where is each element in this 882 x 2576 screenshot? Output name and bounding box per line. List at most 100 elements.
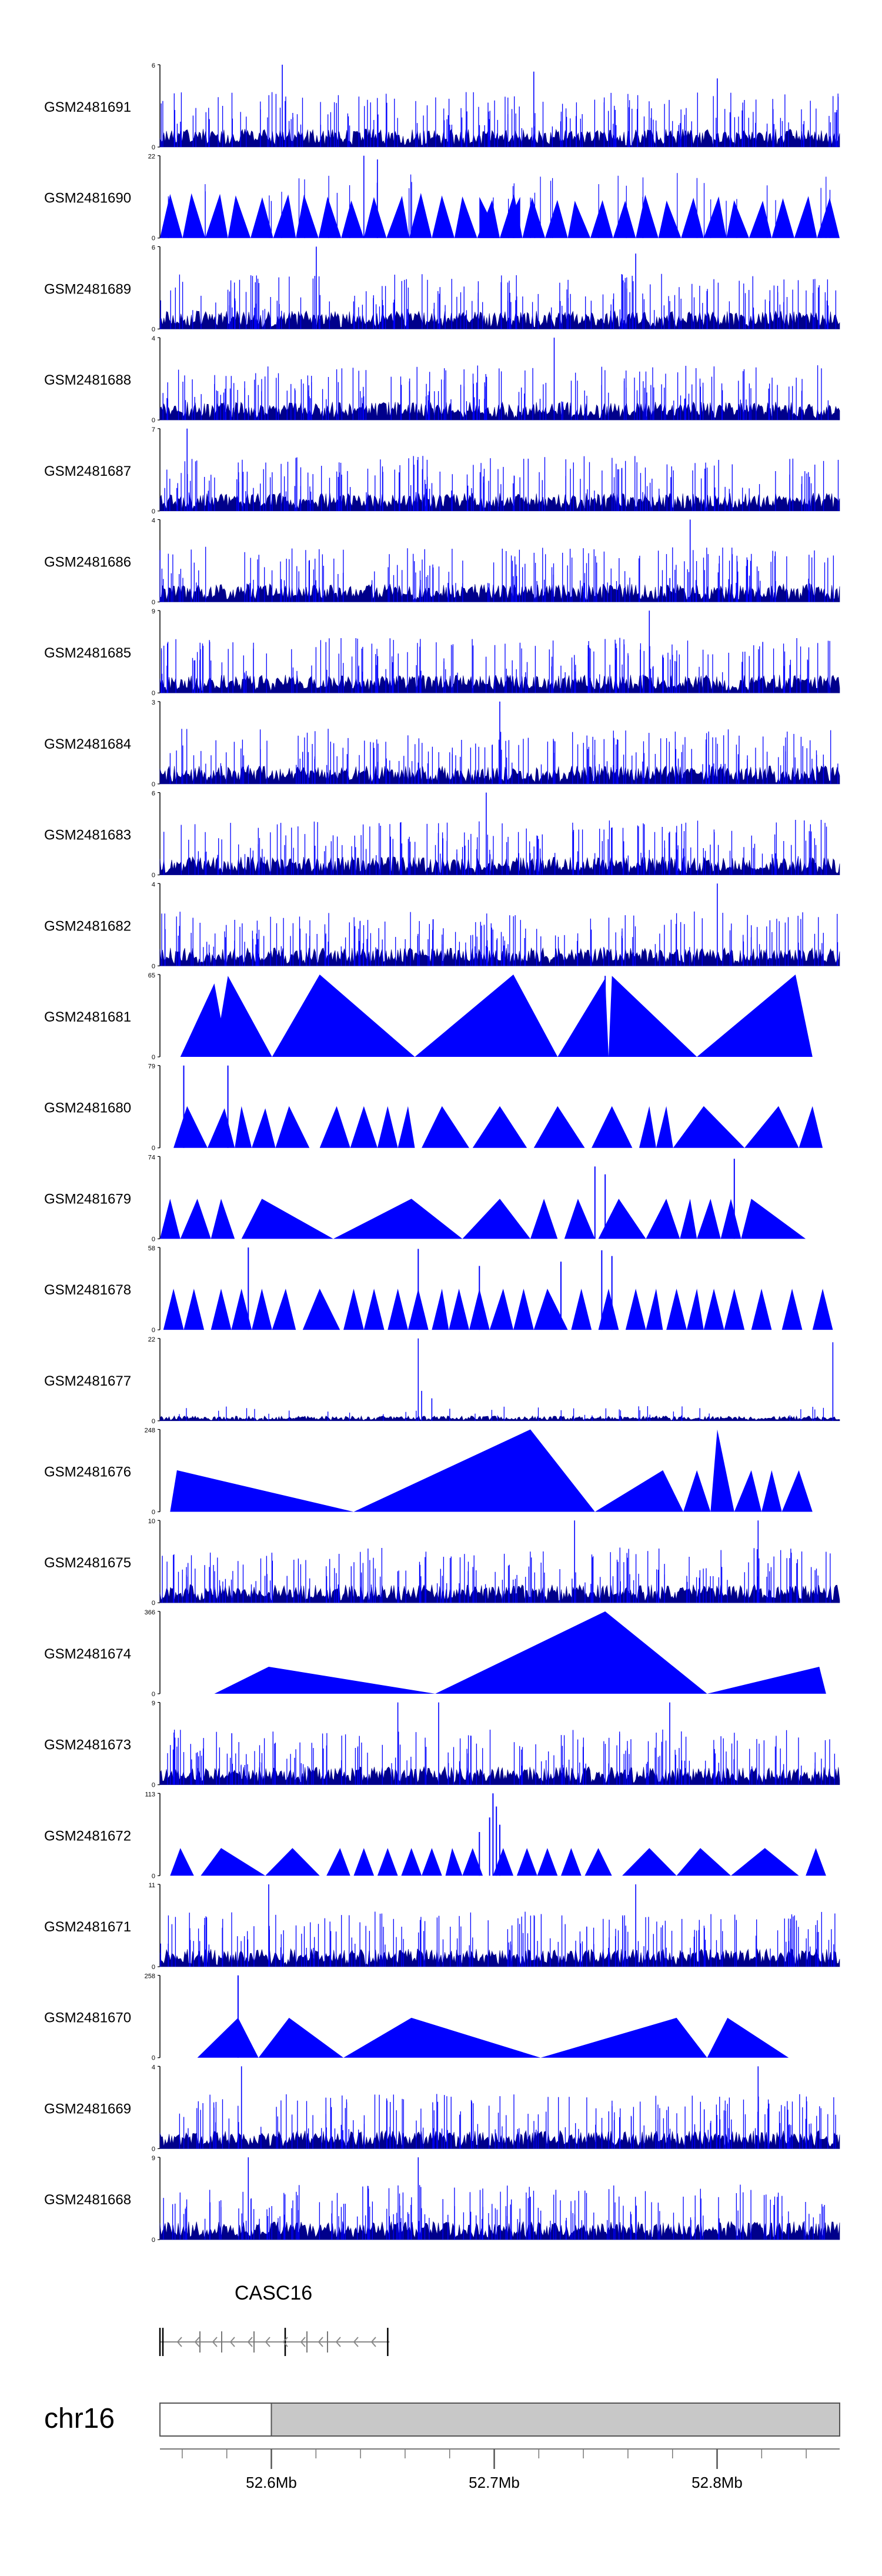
track-gsm2481672: GSM2481672 113 0 (44, 1791, 826, 1880)
track-gsm2481681-triangle-4 (557, 978, 609, 1057)
track-gsm2481690-signal-triangle (771, 198, 794, 238)
track-gsm2481679-triangle-9 (646, 1199, 680, 1239)
track-gsm2481680-triangle-5 (319, 1106, 350, 1148)
track-gsm2481676-label: GSM2481676 (44, 1464, 131, 1480)
track-gsm2481679-triangle-7 (564, 1199, 595, 1239)
track-gsm2481673-label: GSM2481673 (44, 1737, 131, 1753)
track-gsm2481674-label: GSM2481674 (44, 1646, 131, 1662)
track-gsm2481670-label: GSM2481670 (44, 2010, 131, 2026)
track-gsm2481679-triangle-2 (211, 1199, 235, 1239)
track-gsm2481669-y-min-label: 0 (152, 2145, 155, 2153)
track-gsm2481680-triangle-16 (744, 1106, 799, 1148)
track-gsm2481681-triangle-6 (697, 975, 813, 1057)
track-gsm2481678-triangle-4 (252, 1289, 272, 1330)
chromosome-label: chr16 (44, 2403, 115, 2434)
track-gsm2481678-label: GSM2481678 (44, 1282, 131, 1298)
track-gsm2481681-y-min-label: 0 (152, 1054, 155, 1061)
gene-model-casc16 (159, 2328, 390, 2356)
track-gsm2481681-triangle-2 (272, 975, 415, 1057)
track-gsm2481679-triangle-10 (680, 1199, 697, 1239)
track-gsm2481690-signal-triangle (636, 195, 659, 238)
track-gsm2481678-triangle-5 (272, 1289, 296, 1330)
track-gsm2481672-triangle-17 (731, 1848, 799, 1876)
track-gsm2481676-triangle-1 (353, 1429, 595, 1512)
track-gsm2481690: GSM2481690 22 0 (44, 154, 840, 242)
track-gsm2481673: GSM2481673 9 0 (44, 1700, 840, 1789)
track-gsm2481672-triangle-11 (516, 1848, 537, 1876)
track-gsm2481687-y-max-label: 7 (152, 426, 155, 433)
track-gsm2481672-y-min-label: 0 (152, 1873, 155, 1880)
track-gsm2481679: GSM2481679 74 0 (44, 1154, 806, 1243)
track-gsm2481690-signal-triangle (386, 196, 409, 238)
track-gsm2481678-triangle-27 (812, 1289, 833, 1330)
track-gsm2481679-triangle-0 (160, 1199, 181, 1239)
track-gsm2481670-triangle-3 (540, 2017, 707, 2058)
track-gsm2481680: GSM2481680 79 0 (44, 1063, 823, 1152)
track-gsm2481670: GSM2481670 258 0 (44, 1973, 789, 2062)
track-gsm2481681-label: GSM2481681 (44, 1009, 131, 1025)
chromosome-ideogram (159, 2403, 841, 2437)
track-gsm2481677-y-max-label: 22 (148, 1336, 155, 1343)
track-gsm2481678-triangle-0 (163, 1289, 184, 1330)
track-gsm2481689-y-min-label: 0 (152, 326, 155, 333)
track-gsm2481686: GSM2481686 4 0 (44, 518, 840, 606)
track-gsm2481672-triangle-12 (537, 1848, 558, 1876)
track-gsm2481672-triangle-2 (265, 1848, 320, 1876)
gene-annotation-track: CASC16 (159, 2282, 390, 2356)
x-axis-tick-label-1: 52.7Mb (469, 2474, 520, 2491)
track-gsm2481672-triangle-0 (170, 1848, 194, 1876)
track-gsm2481678-triangle-19 (625, 1289, 646, 1330)
track-gsm2481678-triangle-8 (363, 1289, 385, 1330)
track-gsm2481681-triangle-3 (415, 975, 558, 1057)
track-gsm2481684-y-max-label: 3 (152, 699, 155, 706)
track-gsm2481685-y-max-label: 9 (152, 608, 155, 615)
track-gsm2481675-y-max-label: 10 (148, 1518, 155, 1525)
track-gsm2481680-triangle-7 (377, 1106, 398, 1148)
track-gsm2481688: GSM2481688 4 0 (44, 335, 840, 424)
track-gsm2481686-y-max-label: 4 (152, 518, 155, 525)
track-gsm2481672-triangle-1 (201, 1848, 266, 1876)
track-gsm2481680-triangle-15 (673, 1106, 745, 1148)
track-gsm2481678-triangle-22 (686, 1289, 704, 1330)
track-gsm2481672-triangle-15 (622, 1848, 677, 1876)
track-gsm2481676-triangle-0 (170, 1470, 354, 1512)
track-gsm2481669-y-max-label: 4 (152, 2064, 155, 2071)
track-gsm2481675-signal-area (159, 1584, 840, 1603)
track-gsm2481678-triangle-1 (183, 1289, 205, 1330)
track-gsm2481690-signal-triangle (749, 201, 772, 238)
track-gsm2481680-triangle-6 (350, 1106, 377, 1148)
track-gsm2481674-triangle-1 (435, 1611, 707, 1694)
track-gsm2481676-triangle-7 (781, 1470, 813, 1512)
track-gsm2481678: GSM2481678 58 0 (44, 1245, 833, 1334)
track-gsm2481679-triangle-6 (530, 1199, 558, 1239)
track-gsm2481670-triangle-0 (197, 2017, 259, 2058)
track-gsm2481677-label: GSM2481677 (44, 1373, 131, 1389)
track-gsm2481690-y-max-label: 22 (148, 154, 155, 161)
track-gsm2481678-triangle-6 (302, 1289, 340, 1330)
gene-strand-arrow (265, 2337, 270, 2347)
track-gsm2481690-signal-triangle (567, 201, 591, 238)
track-gsm2481678-triangle-15 (513, 1289, 534, 1330)
track-gsm2481690-signal-triangle (590, 200, 613, 238)
track-gsm2481690-signal-triangle (613, 201, 636, 238)
track-gsm2481690-signal-triangle (703, 196, 727, 238)
gene-strand-arrow (229, 2337, 235, 2347)
track-gsm2481671-y-max-label: 11 (149, 1882, 155, 1889)
track-gsm2481679-label: GSM2481679 (44, 1191, 131, 1207)
track-gsm2481680-triangle-4 (275, 1106, 310, 1148)
track-gsm2481673-y-min-label: 0 (152, 1782, 155, 1789)
chromosome-ideogram-track: chr16 52.6Mb 52.7Mb 52.8Mb (44, 2403, 841, 2491)
track-gsm2481680-y-min-label: 0 (152, 1145, 155, 1152)
gene-strand-arrow (247, 2337, 253, 2347)
track-gsm2481671: GSM2481671 11 0 (44, 1882, 840, 1971)
track-gsm2481688-y-min-label: 0 (152, 417, 155, 424)
track-gsm2481683-label: GSM2481683 (44, 827, 131, 843)
track-gsm2481668-label: GSM2481668 (44, 2192, 131, 2208)
track-gsm2481689: GSM2481689 6 0 (44, 244, 840, 333)
track-gsm2481690-signal-triangle (817, 198, 840, 238)
track-gsm2481684-y-min-label: 0 (152, 781, 155, 788)
track-gsm2481684-label: GSM2481684 (44, 736, 131, 752)
track-gsm2481679-triangle-4 (333, 1199, 463, 1239)
track-gsm2481679-triangle-1 (180, 1199, 211, 1239)
